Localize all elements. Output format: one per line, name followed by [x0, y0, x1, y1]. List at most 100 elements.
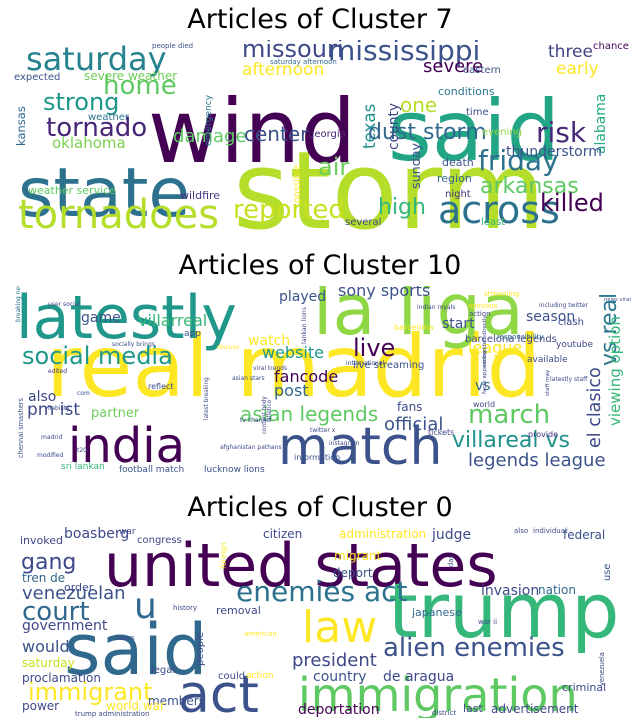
word-also: also: [28, 389, 56, 405]
word-one: one: [400, 93, 437, 117]
word-league: league: [468, 338, 522, 357]
word-least: least: [481, 217, 505, 228]
word-official: official: [384, 414, 443, 435]
word-three: three: [548, 42, 593, 62]
word-villareal-vs: villareal vs: [452, 428, 570, 453]
word-federal: federal: [563, 528, 605, 542]
word-el-clasico: el clasico: [585, 367, 605, 448]
word-foreign: foreign: [219, 542, 228, 569]
word-war-ii: war ii: [478, 618, 497, 626]
word-legends-league: legends league: [468, 450, 606, 471]
word-arkansas: arkansas: [480, 174, 579, 199]
word-viral-trends: viral trends: [253, 365, 287, 372]
word-saturday: saturday: [22, 656, 75, 670]
word-members: members: [148, 694, 205, 708]
word-latestly-staff: latestly staff: [550, 376, 588, 383]
word-strong: strong: [43, 88, 119, 116]
word-partner: partner: [91, 406, 140, 421]
word-removal: removal: [216, 604, 261, 617]
word-trump: trump: [388, 566, 620, 655]
word-sunday: sunday: [408, 142, 423, 189]
word-could: could: [218, 671, 245, 682]
word-news-viral: news viral: [604, 297, 631, 303]
word-streaming: streaming: [484, 290, 519, 298]
word-people: people: [195, 632, 206, 666]
word-watch: watch: [248, 333, 290, 349]
word-night: night: [445, 189, 471, 200]
word-vs: vs: [475, 378, 491, 394]
word-proclamation: proclamation: [22, 671, 101, 685]
word-saturday: saturday: [26, 40, 167, 78]
word-use: use: [602, 564, 613, 581]
word-responsibility: responsibility: [497, 333, 544, 341]
word-world: world: [473, 400, 495, 409]
word-day: day: [447, 555, 455, 567]
word-football-match: football match: [119, 465, 184, 475]
word-content-body: content body: [262, 396, 268, 434]
word-administration: administration: [339, 527, 426, 541]
word-tornadoes: tornadoes: [18, 192, 219, 232]
word-killed: killed: [540, 189, 604, 217]
word-nation: nation: [538, 583, 576, 597]
word-air: air: [318, 153, 349, 181]
word-mississippi: mississippi: [328, 40, 480, 67]
word-missouri: missouri: [242, 40, 343, 63]
word-world-war: world war: [106, 699, 165, 713]
word-said: said: [388, 82, 560, 180]
word-last: last: [463, 702, 484, 715]
word-invasion: invasion: [481, 583, 539, 599]
word-socially-brings: socially brings: [112, 341, 155, 348]
word-texas: texas: [359, 104, 379, 149]
word-state: state: [18, 154, 190, 232]
word-indian-royals: indian royals: [417, 304, 455, 311]
word-app: app: [184, 329, 201, 339]
word-immigrant: immigrant: [28, 678, 153, 706]
word-tren-de: tren de: [22, 571, 65, 585]
word-enemies-act: enemies act: [236, 575, 408, 608]
word-deportation: deportation: [298, 702, 380, 718]
word-fans: fans: [397, 400, 422, 414]
word-chennai-smashers: chennai smashers: [17, 398, 25, 458]
word-war: war: [119, 527, 136, 537]
word-risk: risk: [536, 116, 587, 149]
word-time: time: [466, 107, 489, 118]
word-county: county: [386, 103, 402, 150]
word-t20: t20: [77, 447, 87, 454]
word-u: u: [134, 586, 157, 627]
word-country: country: [313, 669, 367, 685]
word-thunderstorm: thunderstorm: [506, 144, 602, 160]
word-invoked: invoked: [20, 534, 63, 547]
word-president: president: [292, 650, 377, 671]
word-death: death: [442, 156, 474, 169]
word-game: game: [81, 310, 121, 326]
word-gang: gang: [21, 550, 76, 575]
chart-title: Articles of Cluster 7: [187, 4, 453, 35]
word-live-streaming: live streaming: [353, 360, 424, 371]
word-sony-sports: sony sports: [338, 286, 430, 300]
word-united-states: united states: [104, 531, 498, 601]
word-latestly: latestly: [16, 286, 237, 353]
word-district: district: [432, 709, 456, 717]
word-action: action: [246, 671, 274, 681]
word-immigration: immigration: [298, 668, 578, 718]
word-evening: evening: [482, 127, 522, 138]
word-damage: damage: [173, 126, 247, 147]
word-saturday-afternoon: saturday afternoon: [270, 58, 337, 66]
word-opinions: opinions: [468, 302, 498, 310]
word-oklahoma: oklahoma: [52, 134, 126, 152]
word-staff-may: staff may: [545, 369, 551, 396]
word-chance: chance: [593, 41, 629, 52]
word-viewing-option: viewing option: [606, 316, 624, 426]
word-la-liga: la liga: [313, 286, 524, 351]
word-said: said: [64, 609, 207, 691]
word-fancode: fancode: [274, 367, 338, 386]
word-eastern: eastern: [463, 65, 501, 76]
word-match: match: [278, 417, 442, 477]
word-information: information: [294, 453, 340, 462]
word-conditions: conditions: [438, 85, 495, 98]
word-start: start: [442, 316, 475, 332]
word-lankan-lions: lankan lions: [301, 307, 308, 344]
word-reported: reported: [233, 195, 345, 225]
word-vs-real: vs real: [597, 293, 622, 366]
